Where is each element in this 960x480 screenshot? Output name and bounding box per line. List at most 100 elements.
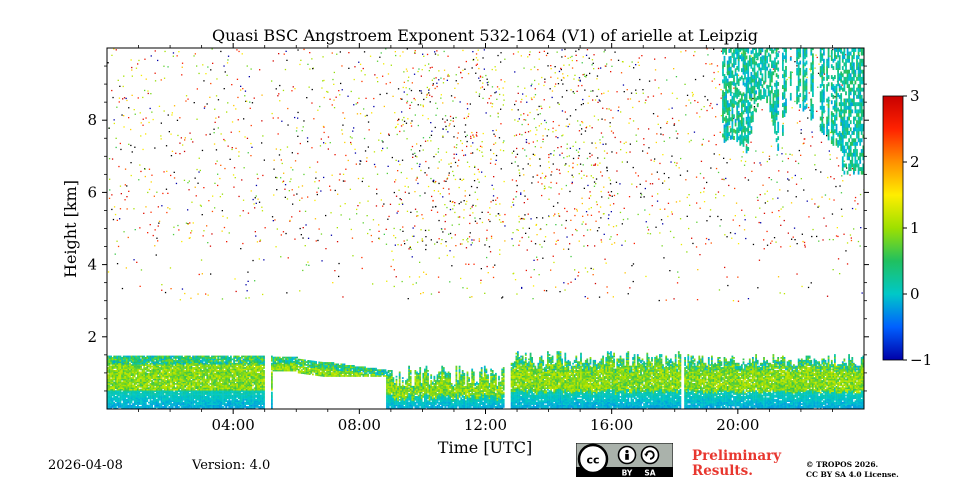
heatmap-cell (108, 390, 111, 392)
heatmap-cell (211, 372, 213, 375)
heatmap-cell (144, 58, 146, 60)
heatmap-cell (286, 361, 289, 363)
heatmap-cell (132, 374, 134, 377)
heatmap-cell (233, 401, 235, 404)
heatmap-cell (149, 375, 152, 378)
heatmap-cell (372, 219, 375, 221)
heatmap-cell (387, 384, 390, 387)
heatmap-cell (231, 374, 234, 377)
heatmap-cell (206, 380, 209, 382)
heatmap-cell (233, 365, 235, 368)
heatmap-cell (132, 364, 134, 366)
heatmap-cell (245, 384, 248, 387)
heatmap-cell (116, 219, 118, 221)
heatmap-cell (203, 375, 205, 378)
heatmap-cell (215, 378, 218, 381)
heatmap-cell (165, 397, 168, 400)
heatmap-cell (378, 238, 381, 240)
heatmap-cell (190, 362, 193, 365)
heatmap-cell (293, 363, 295, 366)
heatmap-cell (241, 381, 243, 384)
heatmap-cell (203, 380, 205, 382)
heatmap-cell (176, 359, 179, 362)
heatmap-cell (119, 372, 122, 375)
heatmap-cell (155, 400, 158, 403)
heatmap-cell (241, 406, 243, 408)
heatmap-cell (170, 404, 172, 407)
heatmap-cell (372, 283, 374, 285)
heatmap-cell (115, 146, 117, 149)
heatmap-cell (203, 367, 205, 369)
heatmap-cell (143, 362, 146, 365)
heatmap-cell (234, 394, 237, 397)
heatmap-cell (331, 104, 333, 106)
heatmap-cell (146, 358, 149, 361)
heatmap-cell (206, 398, 209, 401)
heatmap-cell (160, 383, 163, 385)
heatmap-cell (222, 367, 224, 369)
heatmap-cell (237, 119, 239, 121)
heatmap-cell (200, 368, 202, 371)
heatmap-cell (386, 394, 388, 397)
heatmap-cell (148, 375, 150, 378)
heatmap-cell (174, 358, 177, 361)
heatmap-cell (181, 364, 183, 366)
heatmap-cell (138, 398, 141, 401)
heatmap-cell (222, 390, 224, 392)
heatmap-cell (193, 388, 196, 391)
heatmap-cell (203, 364, 205, 366)
heatmap-cell (367, 367, 369, 370)
heatmap-cell (285, 363, 287, 366)
heatmap-cell (111, 394, 114, 397)
heatmap-cell (178, 393, 180, 395)
heatmap-cell (215, 362, 218, 365)
heatmap-cell (198, 371, 201, 374)
heatmap-cell (348, 67, 350, 69)
heatmap-cell (152, 390, 155, 392)
heatmap-cell (297, 365, 300, 368)
heatmap-cell (371, 369, 374, 372)
heatmap-cell (128, 190, 130, 192)
heatmap-cell (110, 359, 112, 362)
heatmap-cell (237, 401, 240, 404)
heatmap-cell (196, 397, 199, 400)
heatmap-cell (193, 394, 196, 397)
heatmap-cell (239, 380, 242, 382)
heatmap-cell (255, 365, 257, 368)
heatmap-cell (179, 368, 182, 371)
heatmap-cell (219, 378, 221, 381)
heatmap-cell (181, 357, 183, 359)
heatmap-cell (198, 370, 201, 372)
heatmap-cell (220, 406, 223, 408)
heatmap-cell (124, 378, 127, 381)
heatmap-cell (180, 137, 182, 139)
heatmap-cell (151, 401, 153, 404)
heatmap-cell (324, 375, 327, 377)
heatmap-cell (124, 393, 127, 395)
heatmap-cell (201, 370, 204, 372)
heatmap-cell (185, 371, 188, 374)
heatmap-cell (223, 88, 225, 90)
heatmap-cell (113, 383, 116, 385)
heatmap-cell (203, 365, 205, 368)
heatmap-cell (182, 385, 185, 388)
heatmap-cell (115, 137, 117, 139)
heatmap-cell (138, 179, 140, 181)
heatmap-cell (115, 49, 117, 51)
heatmap-cell (319, 363, 322, 365)
heatmap-cell (233, 374, 235, 377)
heatmap-cell (223, 377, 226, 379)
heatmap-cell (165, 374, 168, 377)
heatmap-cell (217, 367, 220, 369)
heatmap-cell (252, 375, 254, 378)
heatmap-cell (195, 385, 198, 388)
heatmap-cell (170, 403, 172, 405)
heatmap-cell (196, 388, 199, 391)
heatmap-cell (114, 359, 117, 362)
heatmap-cell (151, 404, 153, 407)
heatmap-cell (127, 406, 130, 408)
heatmap-cell (165, 394, 168, 397)
heatmap-cell (159, 397, 161, 400)
heatmap-cell (215, 367, 218, 369)
heatmap-cell (223, 398, 226, 401)
